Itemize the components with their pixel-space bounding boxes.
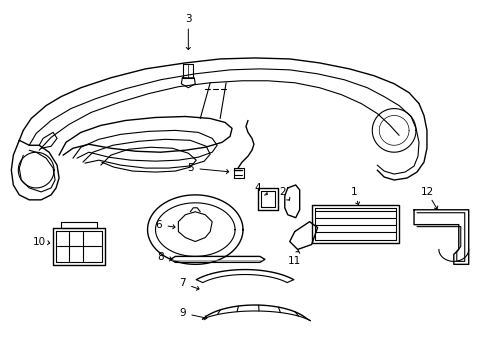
Text: 4: 4 bbox=[254, 183, 261, 193]
Text: 10: 10 bbox=[33, 237, 46, 247]
Text: 8: 8 bbox=[157, 252, 163, 262]
Text: 2: 2 bbox=[279, 187, 285, 197]
Text: 12: 12 bbox=[420, 187, 433, 197]
Text: 6: 6 bbox=[155, 220, 162, 230]
Text: 9: 9 bbox=[179, 308, 185, 318]
Text: 1: 1 bbox=[350, 187, 357, 197]
Text: 11: 11 bbox=[287, 256, 301, 266]
Text: 3: 3 bbox=[184, 14, 191, 24]
Text: 5: 5 bbox=[186, 163, 193, 173]
Text: 7: 7 bbox=[179, 278, 185, 288]
